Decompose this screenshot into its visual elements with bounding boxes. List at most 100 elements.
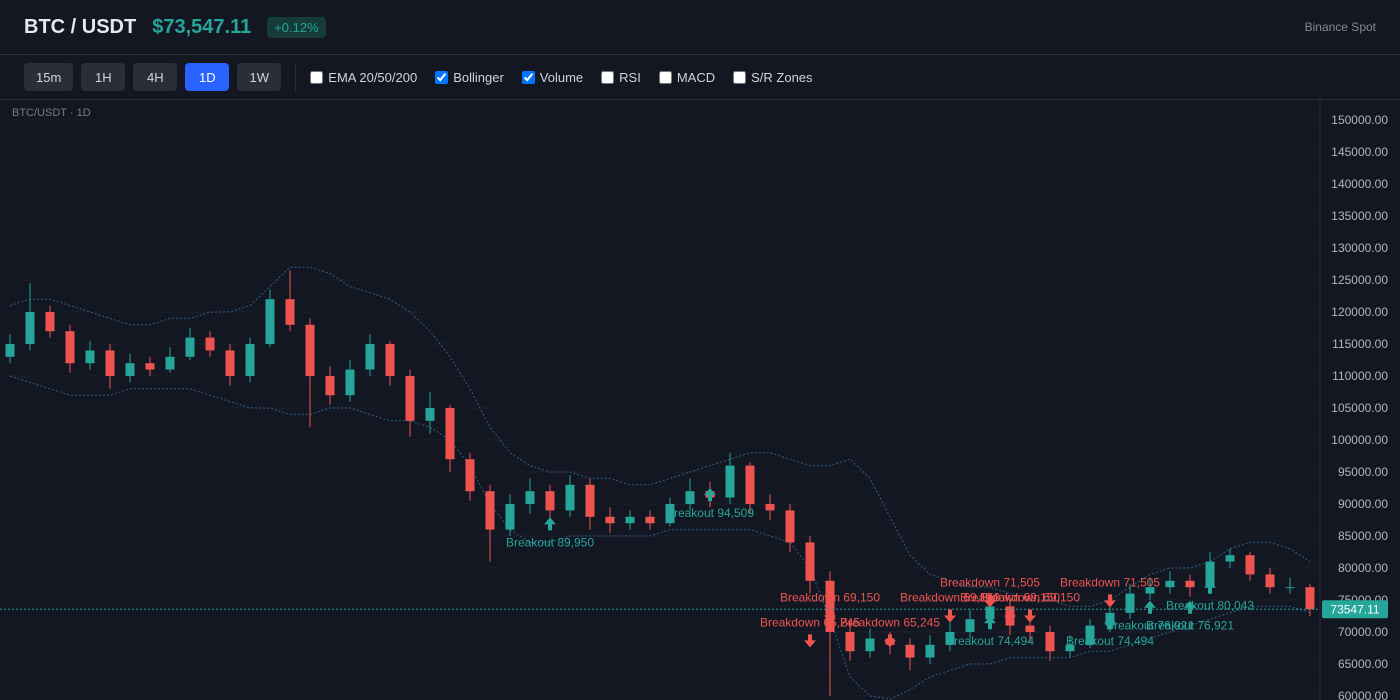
- signal-label: Breakdown 69,150: [980, 590, 1080, 604]
- signal-arrow: [544, 517, 556, 531]
- last-price-tag: [1322, 600, 1388, 619]
- checkbox[interactable]: [521, 70, 535, 84]
- chart: BTC/USDT · 1D 60000.0065000.0070000.0075…: [0, 100, 1388, 700]
- candle-body: [925, 644, 935, 658]
- candle-body: [825, 580, 835, 632]
- signal-arrow: [1004, 609, 1016, 623]
- signal-label: Breakout 80,043: [1166, 599, 1254, 613]
- y-tick-label: 115000.00: [1332, 337, 1388, 351]
- candle-body: [25, 312, 35, 344]
- candle-body: [425, 408, 435, 421]
- candle-body: [625, 516, 635, 524]
- checkbox[interactable]: [733, 70, 747, 84]
- indicator-toggle[interactable]: S/R Zones: [733, 69, 813, 85]
- y-tick-label: 105000.00: [1331, 401, 1388, 415]
- y-tick-label: 145000.00: [1331, 145, 1388, 159]
- timeframe-button[interactable]: 1H: [81, 63, 126, 91]
- candle-body: [565, 484, 575, 511]
- candle-body: [65, 331, 75, 364]
- candle-body: [1145, 587, 1155, 594]
- price: $73,547.11: [152, 15, 252, 38]
- chart-title: BTC/USDT · 1D: [12, 107, 91, 119]
- candle-body: [965, 619, 975, 632]
- indicator-label: EMA 20/50/200: [328, 69, 418, 85]
- candle-body: [5, 344, 15, 357]
- candle-body: [85, 350, 95, 364]
- signal-arrow: [1104, 616, 1116, 630]
- y-tick-label: 150000.00: [1331, 113, 1388, 127]
- last-price-label: 73547.11: [1330, 602, 1379, 616]
- signal-label: Breakout 74,494: [1066, 634, 1154, 648]
- indicator-toggle[interactable]: Bollinger: [435, 70, 504, 85]
- candle-body: [485, 491, 495, 530]
- timeframe-button[interactable]: 15m: [24, 63, 74, 91]
- candle-body: [265, 299, 275, 344]
- signal-arrow: [704, 488, 716, 502]
- signal-label: Breakdown 69,150: [960, 590, 1060, 604]
- candle-body: [545, 491, 555, 511]
- candle-body: [1165, 580, 1175, 588]
- y-tick-label: 70000.00: [1338, 625, 1388, 639]
- indicator-toggle[interactable]: MACD: [658, 69, 716, 85]
- candle-body: [245, 344, 255, 376]
- indicator-label: MACD: [676, 69, 716, 85]
- candle-body: [525, 491, 535, 504]
- y-tick-label: 140000.00: [1331, 177, 1388, 191]
- candle-body: [1065, 644, 1075, 652]
- y-tick-label: 135000.00: [1331, 209, 1388, 223]
- candle-body: [1205, 561, 1215, 588]
- candle-body: [665, 504, 675, 524]
- candle-body: [145, 363, 155, 370]
- timeframe-button[interactable]: 4H: [133, 63, 178, 91]
- signal-label: Breakout 76,921: [1106, 619, 1194, 633]
- candle-body: [865, 638, 875, 652]
- y-tick-label: 85000.00: [1338, 529, 1388, 543]
- indicator-label: Bollinger: [453, 69, 504, 85]
- candle-body: [1245, 555, 1255, 575]
- indicator-toggle[interactable]: Volume: [521, 69, 584, 85]
- candle-body: [1025, 625, 1035, 632]
- candle-body: [805, 542, 815, 581]
- signal-label: Breakdown 65,245: [840, 615, 940, 629]
- checkbox[interactable]: [435, 70, 449, 84]
- candle-body: [345, 369, 355, 396]
- candle-body: [505, 504, 515, 530]
- indicator-label: Volume: [539, 69, 584, 85]
- candle-body: [1185, 580, 1195, 588]
- candle-body: [165, 356, 175, 370]
- indicator-toggle[interactable]: RSI: [601, 70, 641, 85]
- signal-arrow: [944, 609, 956, 623]
- candle-body: [385, 344, 395, 376]
- checkbox[interactable]: [601, 70, 615, 84]
- indicator-label: RSI: [619, 69, 641, 85]
- signal-label: Breakdown 69,150: [780, 590, 880, 604]
- candle-body: [445, 408, 455, 460]
- header: BTC / USDT $73,547.11 +0.12% Binance Spo…: [0, 0, 1400, 55]
- checkbox[interactable]: [658, 70, 672, 84]
- candle-body: [285, 299, 295, 325]
- signal-label: Breakout 76,921: [1146, 619, 1234, 633]
- indicator-label: S/R Zones: [751, 69, 813, 85]
- signal-arrow: [1144, 600, 1156, 614]
- candle-body: [325, 376, 335, 396]
- checkbox[interactable]: [310, 70, 324, 84]
- signal-label: Breakout 94,509: [666, 506, 754, 520]
- candle-body: [945, 632, 955, 645]
- candle-body: [1125, 593, 1135, 613]
- candle-body: [365, 344, 375, 370]
- timeframe-button[interactable]: 1W: [237, 63, 282, 91]
- signal-arrow: [984, 616, 996, 630]
- y-tick-label: 120000.00: [1331, 305, 1388, 319]
- timeframe-button[interactable]: 1D: [185, 63, 230, 91]
- signal-arrow: [984, 594, 996, 608]
- y-tick-label: 60000.00: [1338, 689, 1388, 700]
- separator: [295, 63, 297, 91]
- signal-label: Breakdown 69,150: [900, 590, 1000, 604]
- candle-body: [585, 484, 595, 517]
- signal-label: Breakout 74,494: [946, 634, 1034, 648]
- indicator-toggle[interactable]: EMA 20/50/200: [310, 70, 417, 85]
- toolbar: 15m 1H 4H 1D 1W EMA 20/50/200 Bollinger Volume R…: [0, 55, 1400, 100]
- bollinger-lower: [9, 375, 1311, 700]
- candle-body: [685, 491, 695, 504]
